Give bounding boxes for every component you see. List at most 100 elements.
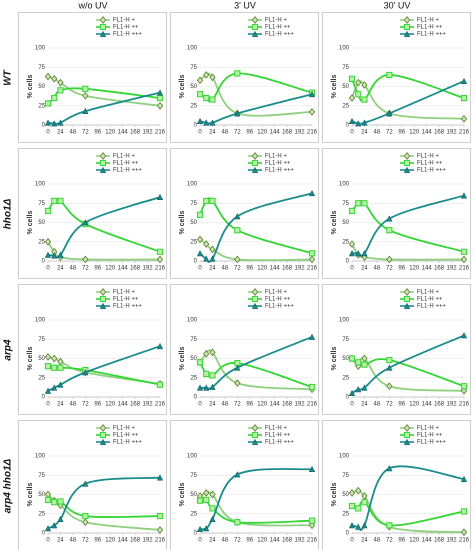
x-tick-label: 48 <box>374 402 381 408</box>
marker <box>209 490 216 499</box>
marker <box>403 438 411 445</box>
x-tick-label: 120 <box>409 130 420 136</box>
x-tick-label: 120 <box>409 402 420 408</box>
marker <box>403 23 411 31</box>
marker <box>57 498 64 505</box>
legend-label: FL1-H ++ <box>265 25 291 31</box>
marker <box>234 364 241 371</box>
y-axis-label: % cells <box>331 75 338 99</box>
chart: 0 25 50 75 100 0 24 48 72 96 120 144 168 192 216 % cell… <box>170 148 319 279</box>
marker <box>156 248 164 255</box>
y-axis-label: % cells <box>27 483 34 507</box>
x-tick-label: 216 <box>307 130 318 136</box>
y-tick-label: 75 <box>342 337 349 343</box>
x-tick-label: 72 <box>234 538 241 544</box>
x-tick-label: 192 <box>143 130 154 136</box>
marker <box>348 117 356 125</box>
x-tick-label: 0 <box>198 130 202 136</box>
x-tick-label: 168 <box>282 130 293 136</box>
y-tick-label: 50 <box>38 356 45 362</box>
marker <box>355 250 362 257</box>
marker <box>355 523 362 530</box>
marker <box>355 200 362 207</box>
x-tick-label: 120 <box>105 538 116 544</box>
y-tick-label: 50 <box>190 220 197 226</box>
x-tick-label: 168 <box>282 538 293 544</box>
marker <box>203 370 210 377</box>
legend-label: FL1-H + <box>113 18 135 24</box>
marker <box>203 94 210 102</box>
marker <box>99 16 107 24</box>
row-label: arp4 hho1Δ <box>3 458 14 513</box>
marker <box>460 115 468 123</box>
marker <box>196 211 204 218</box>
legend-label: FL1-H + <box>417 426 439 432</box>
x-tick-label: 24 <box>209 538 216 544</box>
marker <box>460 248 468 255</box>
marker <box>234 255 241 264</box>
legend-label: FL1-H +++ <box>265 168 294 174</box>
x-tick-label: 24 <box>361 130 368 136</box>
x-tick-label: 216 <box>459 130 470 136</box>
row-label: arp4 <box>3 339 14 361</box>
x-tick-label: 144 <box>422 130 433 136</box>
marker <box>44 251 52 258</box>
legend-label: FL1-H ++ <box>113 433 139 439</box>
marker <box>82 255 89 264</box>
marker <box>348 207 356 215</box>
y-tick-label: 25 <box>342 103 349 109</box>
marker <box>196 384 204 391</box>
x-tick-label: 144 <box>270 266 281 272</box>
marker <box>203 350 210 358</box>
marker <box>361 119 368 126</box>
chart-frame <box>322 12 471 143</box>
x-tick-label: 192 <box>447 266 458 272</box>
marker <box>203 119 210 126</box>
marker <box>156 193 164 200</box>
marker <box>203 240 210 248</box>
marker <box>156 342 164 350</box>
legend-label: FL1-H ++ <box>417 25 443 31</box>
x-tick-label: 192 <box>143 402 154 408</box>
marker <box>156 512 164 520</box>
y-axis-label: % cells <box>27 211 34 235</box>
marker <box>99 295 107 303</box>
x-tick-label: 144 <box>270 130 281 136</box>
legend-label: FL1-H ++ <box>113 25 139 31</box>
marker <box>156 94 164 102</box>
marker <box>403 166 411 173</box>
marker <box>403 288 411 296</box>
y-tick-label: 100 <box>339 318 350 324</box>
marker <box>234 70 241 77</box>
x-tick-label: 120 <box>257 130 268 136</box>
x-tick-label: 48 <box>374 266 381 272</box>
x-tick-label: 168 <box>130 538 141 544</box>
x-tick-label: 24 <box>209 130 216 136</box>
marker <box>203 197 210 205</box>
chart: 0 25 50 75 100 0 24 48 72 96 120 144 168 192 216 % cell… <box>170 284 319 415</box>
y-tick-label: 0 <box>42 259 46 265</box>
marker <box>203 496 210 503</box>
marker <box>209 505 216 512</box>
legend-label: FL1-H +++ <box>113 168 142 174</box>
marker <box>209 383 216 390</box>
y-tick-label: 0 <box>42 395 46 401</box>
legend-label: FL1-H + <box>265 426 287 432</box>
marker <box>209 197 216 205</box>
y-tick-label: 0 <box>346 531 350 537</box>
x-tick-label: 216 <box>155 538 166 544</box>
marker <box>386 465 393 472</box>
legend-label: FL1-H + <box>113 154 135 160</box>
x-tick-label: 0 <box>198 266 202 272</box>
chart-frame <box>322 148 471 279</box>
y-tick-label: 25 <box>342 511 349 517</box>
chart-frame <box>170 148 319 279</box>
chart: 0 25 50 75 100 0 24 48 72 96 120 144 168 192 216 % cell… <box>18 284 167 415</box>
y-tick-label: 50 <box>190 356 197 362</box>
y-tick-label: 0 <box>194 395 198 401</box>
marker <box>209 255 216 262</box>
marker <box>361 200 368 207</box>
marker <box>251 16 259 24</box>
marker <box>251 30 259 37</box>
marker <box>234 379 241 387</box>
